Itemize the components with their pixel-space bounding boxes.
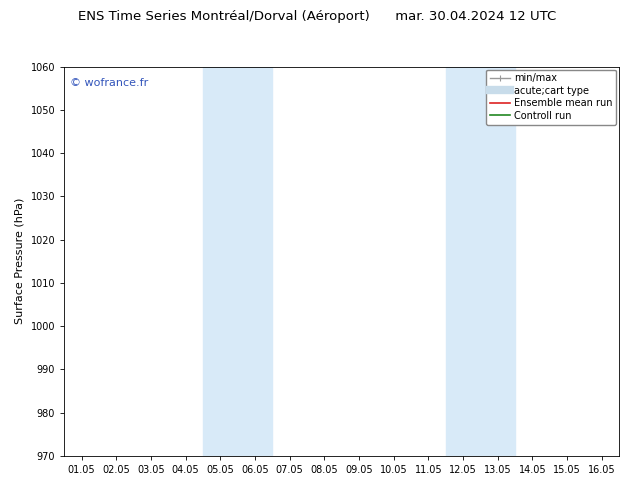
Bar bbox=[446, 67, 515, 456]
Y-axis label: Surface Pressure (hPa): Surface Pressure (hPa) bbox=[15, 198, 25, 324]
Legend: min/max, acute;cart type, Ensemble mean run, Controll run: min/max, acute;cart type, Ensemble mean … bbox=[486, 70, 616, 124]
Text: © wofrance.fr: © wofrance.fr bbox=[70, 78, 148, 88]
Text: ENS Time Series Montréal/Dorval (Aéroport)      mar. 30.04.2024 12 UTC: ENS Time Series Montréal/Dorval (Aéropor… bbox=[78, 10, 556, 23]
Bar bbox=[203, 67, 272, 456]
